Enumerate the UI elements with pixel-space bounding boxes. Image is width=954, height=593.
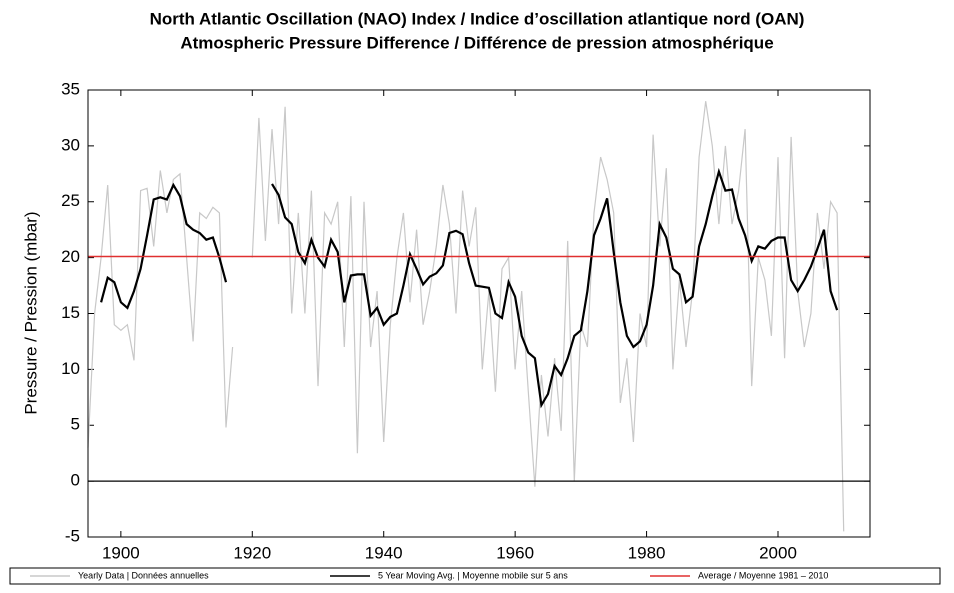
y-tick-label: -5 (65, 526, 80, 545)
y-tick-label: 0 (71, 471, 80, 490)
legend-label: Yearly Data | Données annuelles (78, 570, 209, 580)
x-tick-label: 2000 (759, 543, 797, 562)
x-tick-label: 1900 (102, 543, 140, 562)
chart-subtitle: Atmospheric Pressure Difference / Différ… (180, 33, 773, 52)
chart-title: North Atlantic Oscillation (NAO) Index /… (150, 9, 805, 28)
x-tick-label: 1960 (496, 543, 534, 562)
y-tick-label: 5 (71, 415, 80, 434)
plot-border (87, 89, 871, 538)
x-tick-label: 1980 (628, 543, 666, 562)
y-tick-label: 30 (61, 135, 80, 154)
y-tick-label: 25 (61, 191, 80, 210)
legend-label: Average / Moyenne 1981 – 2010 (698, 570, 828, 580)
y-tick-label: 15 (61, 303, 80, 322)
y-axis-label: Pressure / Pression (mbar) (21, 211, 40, 414)
series-line (87, 101, 845, 532)
y-tick-label: 20 (61, 247, 80, 266)
x-tick-label: 1940 (365, 543, 403, 562)
y-tick-label: 10 (61, 359, 80, 378)
x-tick-label: 1920 (233, 543, 271, 562)
series-line (100, 167, 839, 409)
legend-box (9, 567, 941, 585)
legend-label: 5 Year Moving Avg. | Moyenne mobile sur … (378, 570, 568, 580)
y-tick-label: 35 (61, 79, 80, 98)
plot-area (88, 90, 870, 537)
